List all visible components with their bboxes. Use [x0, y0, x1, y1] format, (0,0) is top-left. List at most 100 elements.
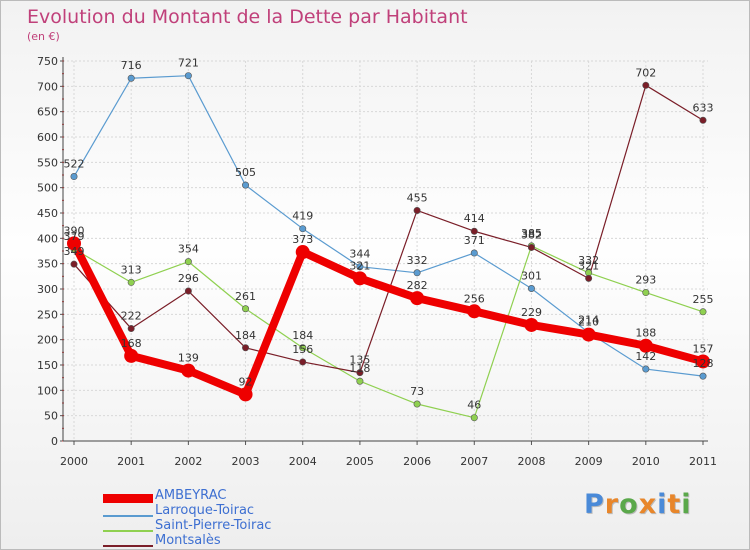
data-label: 721: [178, 57, 199, 70]
data-label: 390: [64, 224, 85, 237]
data-point: [699, 372, 707, 380]
y-tick-label: 0: [51, 435, 58, 448]
data-labels: 390 168 139 92 373 321 282 256 229 210 188 157 522 71…: [64, 57, 714, 412]
data-point: [699, 308, 707, 316]
legend-label: Larroque-Toirac: [155, 503, 255, 518]
y-tick-label: 50: [44, 410, 58, 423]
logo-letter: o: [619, 489, 639, 520]
y-tick-label: 150: [37, 359, 58, 372]
x-tick-label: 2006: [403, 455, 431, 468]
data-point: [70, 260, 78, 268]
data-label: 293: [635, 274, 656, 287]
data-label: 301: [521, 269, 542, 282]
data-label: 282: [407, 279, 428, 292]
data-point: [638, 338, 653, 353]
data-point: [470, 249, 478, 257]
data-label: 373: [292, 233, 313, 246]
data-point: [127, 74, 135, 82]
legend-swatch: [103, 530, 153, 532]
legend-label: Montsalès: [155, 533, 221, 548]
data-label: 256: [464, 292, 485, 305]
data-point: [527, 243, 535, 251]
x-tick-label: 2009: [575, 455, 603, 468]
data-label: 184: [292, 329, 313, 342]
series-line-0: [70, 241, 705, 399]
series-lines: [70, 75, 705, 419]
y-tick-label: 700: [37, 80, 58, 93]
logo-letter: t: [667, 489, 682, 520]
y-tick-label: 500: [37, 182, 58, 195]
y-tick-label: 300: [37, 283, 58, 296]
axes: 0 50 100 150 200 250 300 350 400 450 500 550 600 650 7…: [37, 55, 717, 468]
data-point: [242, 305, 250, 313]
data-label: 522: [64, 158, 85, 171]
y-tick-label: 200: [37, 334, 58, 347]
logo-letter: P: [584, 489, 605, 520]
y-tick-label: 100: [37, 384, 58, 397]
data-point: [642, 289, 650, 297]
grid-lines: [63, 60, 708, 442]
data-point: [295, 245, 310, 260]
data-point: [124, 348, 139, 363]
y-tick-label: 350: [37, 258, 58, 271]
data-point: [642, 81, 650, 89]
data-label: 702: [635, 66, 656, 79]
data-point: [585, 274, 593, 282]
data-label: 222: [121, 310, 142, 323]
data-point: [67, 236, 81, 251]
data-point: [238, 387, 253, 402]
data-label: 633: [693, 101, 714, 114]
data-point: [299, 358, 307, 366]
data-label: 210: [578, 316, 599, 329]
data-label: 505: [235, 166, 256, 179]
data-label: 349: [64, 245, 85, 258]
data-label: 157: [693, 342, 714, 355]
x-tick-label: 2007: [460, 455, 488, 468]
data-label: 332: [407, 254, 428, 267]
data-label: 46: [467, 399, 481, 412]
x-tick-label: 2008: [517, 455, 545, 468]
data-point: [242, 181, 250, 189]
data-label: 73: [410, 385, 424, 398]
y-tick-label: 550: [37, 156, 58, 169]
series-line-1: [73, 75, 704, 377]
data-label: 296: [178, 272, 199, 285]
y-tick-label: 400: [37, 232, 58, 245]
legend-label: AMBEYRAC: [155, 488, 227, 503]
data-point: [413, 269, 421, 277]
data-point: [352, 271, 367, 286]
data-point: [299, 225, 307, 233]
data-point: [581, 327, 596, 342]
data-point: [184, 72, 192, 80]
series-line-3: [73, 84, 704, 374]
data-label: 255: [693, 293, 714, 306]
proxiti-logo: Proxiti: [584, 489, 692, 520]
data-label: 414: [464, 212, 485, 225]
legend-swatch: [103, 515, 153, 517]
data-label: 128: [693, 357, 714, 370]
data-label: 379: [64, 230, 85, 243]
series-points: [67, 72, 710, 422]
data-point: [299, 344, 307, 352]
data-point: [356, 263, 364, 271]
data-label: 168: [121, 337, 142, 350]
data-label: 382: [521, 228, 542, 241]
data-point: [184, 258, 192, 266]
data-label: 261: [235, 290, 256, 303]
chart-title: Evolution du Montant de la Dette par Hab…: [27, 6, 468, 28]
data-point: [470, 227, 478, 235]
y-tick-label: 250: [37, 308, 58, 321]
y-tick-label: 750: [37, 55, 58, 68]
series-line-2: [73, 245, 704, 419]
data-point: [356, 369, 364, 377]
data-label: 188: [635, 327, 656, 340]
chart-subtitle: (en €): [27, 30, 60, 43]
data-point: [642, 365, 650, 373]
legend-label: Saint-Pierre-Toirac: [155, 518, 272, 533]
data-label: 419: [292, 210, 313, 223]
logo-letter: x: [638, 489, 658, 520]
data-point: [699, 116, 707, 124]
x-tick-label: 2004: [289, 455, 317, 468]
